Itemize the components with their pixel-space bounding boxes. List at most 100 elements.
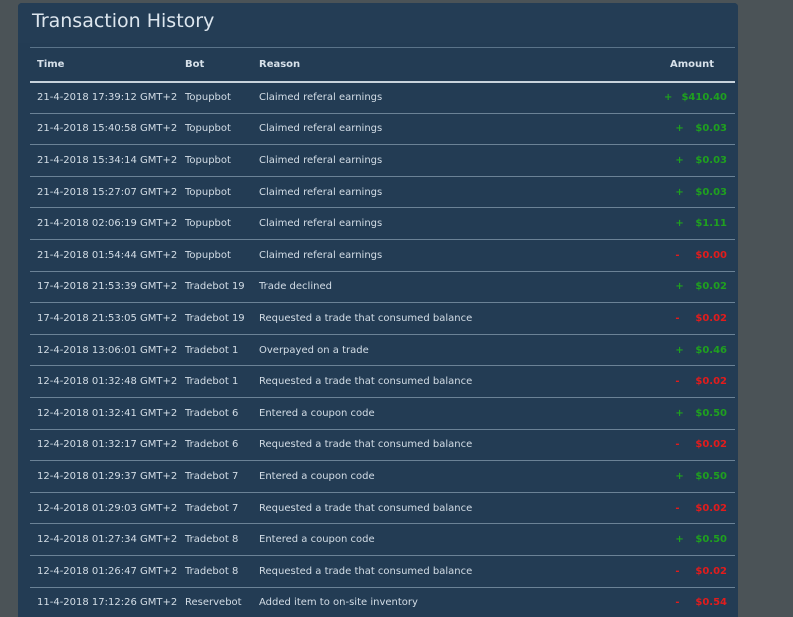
column-header-amount[interactable]: Amount	[664, 47, 735, 83]
cell-bot: Tradebot 8	[178, 523, 252, 556]
amount-value: $0.02	[695, 565, 727, 577]
table-row: 21-4-2018 15:40:58 GMT+2 Topupbot Claimed …	[30, 113, 735, 146]
amount-sign: -	[675, 502, 680, 514]
cell-reason: Claimed referal earnings	[252, 81, 664, 114]
amount-wrapper: - $0.02	[664, 566, 735, 577]
cell-reason: Claimed referal earnings	[252, 239, 664, 272]
cell-reason: Requested a trade that consumed balance	[252, 555, 664, 588]
cell-amount: + $1.11	[664, 207, 735, 240]
cell-reason: Claimed referal earnings	[252, 144, 664, 177]
cell-reason: Claimed referal earnings	[252, 176, 664, 209]
cell-amount: + $0.03	[664, 176, 735, 209]
cell-bot: Tradebot 1	[178, 365, 252, 398]
amount-sign: +	[675, 154, 684, 166]
amount-value: $0.03	[695, 123, 727, 135]
cell-amount: + $0.50	[664, 460, 735, 493]
cell-reason: Entered a coupon code	[252, 460, 664, 493]
amount-value: $0.02	[695, 439, 727, 451]
amount-wrapper: - $0.02	[664, 313, 735, 324]
amount-value: $0.03	[695, 154, 727, 166]
cell-bot: Tradebot 7	[178, 460, 252, 493]
table-row: 21-4-2018 02:06:19 GMT+2 Topupbot Claimed …	[30, 207, 735, 240]
table-header: Time Bot Reason Amount	[30, 47, 735, 83]
table-row: 12-4-2018 01:32:48 GMT+2 Tradebot 1 Reques…	[30, 365, 735, 398]
cell-bot: Topupbot	[178, 144, 252, 177]
cell-time: 12-4-2018 01:32:41 GMT+2	[30, 397, 178, 430]
cell-bot: Topupbot	[178, 113, 252, 146]
amount-sign: +	[675, 186, 684, 198]
amount-sign: +	[675, 407, 684, 419]
cell-amount: - $0.02	[664, 302, 735, 335]
amount-sign: +	[675, 218, 684, 230]
amount-sign: -	[675, 312, 680, 324]
cell-bot: Tradebot 7	[178, 492, 252, 525]
amount-wrapper: - $0.02	[664, 503, 735, 514]
cell-time: 21-4-2018 15:34:14 GMT+2	[30, 144, 178, 177]
cell-reason: Entered a coupon code	[252, 523, 664, 556]
cell-amount: - $0.02	[664, 492, 735, 525]
table-row: 21-4-2018 17:39:12 GMT+2 Topupbot Claimed …	[30, 81, 735, 114]
cell-time: 12-4-2018 13:06:01 GMT+2	[30, 334, 178, 367]
cell-time: 21-4-2018 15:40:58 GMT+2	[30, 113, 178, 146]
cell-reason: Requested a trade that consumed balance	[252, 429, 664, 462]
cell-amount: + $0.50	[664, 523, 735, 556]
amount-value: $0.00	[695, 249, 727, 261]
amount-sign: +	[675, 344, 684, 356]
cell-amount: + $410.40	[664, 81, 735, 114]
table-row: 21-4-2018 15:34:14 GMT+2 Topupbot Claimed …	[30, 144, 735, 177]
table-row: 17-4-2018 21:53:05 GMT+2 Tradebot 19 Reque…	[30, 302, 735, 335]
amount-value: $0.50	[695, 407, 727, 419]
amount-sign: -	[675, 439, 680, 451]
cell-reason: Claimed referal earnings	[252, 113, 664, 146]
cell-time: 12-4-2018 01:29:03 GMT+2	[30, 492, 178, 525]
cell-time: 12-4-2018 01:32:17 GMT+2	[30, 429, 178, 462]
amount-wrapper: + $410.40	[664, 92, 735, 103]
column-header-time[interactable]: Time	[30, 47, 178, 83]
cell-amount: + $0.50	[664, 397, 735, 430]
amount-value: $0.50	[695, 534, 727, 546]
cell-time: 21-4-2018 01:54:44 GMT+2	[30, 239, 178, 272]
cell-reason: Requested a trade that consumed balance	[252, 492, 664, 525]
amount-wrapper: + $0.03	[664, 123, 735, 134]
amount-sign: +	[675, 123, 684, 135]
cell-amount: + $0.02	[664, 271, 735, 304]
amount-wrapper: - $0.00	[664, 250, 735, 261]
table-row: 21-4-2018 01:54:44 GMT+2 Topupbot Claimed …	[30, 239, 735, 272]
cell-amount: - $0.02	[664, 555, 735, 588]
table-row: 21-4-2018 15:27:07 GMT+2 Topupbot Claimed …	[30, 176, 735, 209]
cell-bot: Tradebot 6	[178, 429, 252, 462]
amount-sign: -	[675, 249, 680, 261]
amount-value: $0.02	[695, 502, 727, 514]
table-row: 12-4-2018 01:32:17 GMT+2 Tradebot 6 Reques…	[30, 429, 735, 462]
amount-value: $0.03	[695, 186, 727, 198]
cell-amount: - $0.00	[664, 239, 735, 272]
cell-bot: Topupbot	[178, 207, 252, 240]
amount-wrapper: + $0.46	[664, 345, 735, 356]
amount-sign: +	[675, 534, 684, 546]
cell-reason: Overpayed on a trade	[252, 334, 664, 367]
amount-wrapper: + $0.03	[664, 187, 735, 198]
cell-bot: Tradebot 6	[178, 397, 252, 430]
cell-time: 12-4-2018 01:26:47 GMT+2	[30, 555, 178, 588]
cell-amount: + $0.46	[664, 334, 735, 367]
cell-reason: Entered a coupon code	[252, 397, 664, 430]
transaction-history-panel: Transaction History Time Bot Reason Amou…	[18, 3, 738, 617]
cell-time: 12-4-2018 01:32:48 GMT+2	[30, 365, 178, 398]
cell-bot: Tradebot 8	[178, 555, 252, 588]
cell-time: 17-4-2018 21:53:05 GMT+2	[30, 302, 178, 335]
amount-wrapper: - $0.54	[664, 597, 735, 608]
amount-wrapper: - $0.02	[664, 376, 735, 387]
table-row: 12-4-2018 01:29:03 GMT+2 Tradebot 7 Reques…	[30, 492, 735, 525]
table-row: 17-4-2018 21:53:39 GMT+2 Tradebot 19 Trade…	[30, 271, 735, 304]
cell-reason: Requested a trade that consumed balance	[252, 302, 664, 335]
cell-reason: Claimed referal earnings	[252, 207, 664, 240]
amount-value: $0.50	[695, 470, 727, 482]
amount-sign: +	[675, 470, 684, 482]
table-row: 11-4-2018 17:12:26 GMT+2 Reservebot Added …	[30, 587, 735, 617]
column-header-reason[interactable]: Reason	[252, 47, 664, 83]
column-header-bot[interactable]: Bot	[178, 47, 252, 83]
amount-sign: -	[675, 565, 680, 577]
amount-sign: +	[675, 281, 684, 293]
amount-value: $1.11	[695, 218, 727, 230]
cell-amount: - $0.02	[664, 365, 735, 398]
